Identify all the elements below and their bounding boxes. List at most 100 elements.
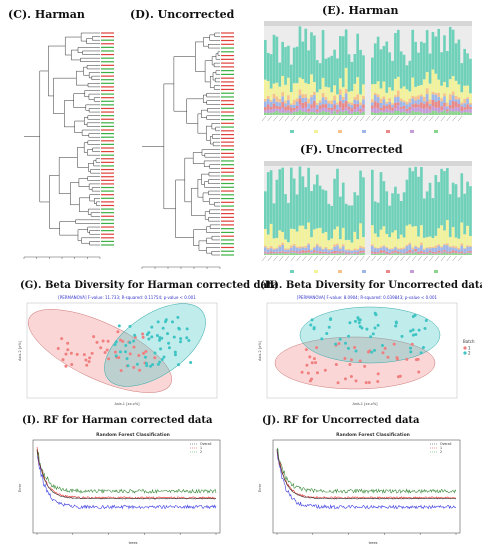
stacked-bar-segment (405, 225, 409, 245)
legend-label: Overall (440, 442, 452, 446)
stacked-bar-segment (304, 97, 308, 102)
stacked-bar-segment (446, 87, 449, 103)
stacked-bar-segment (266, 104, 270, 110)
stacked-bar-segment (272, 34, 276, 84)
stacked-bar-segment (414, 246, 417, 249)
stacked-bar-segment (321, 249, 325, 252)
scatter-point (358, 359, 362, 363)
scatter-point (310, 318, 314, 322)
stacked-bar-segment (301, 108, 305, 112)
scatter-point (179, 337, 183, 341)
stacked-bar-segment (272, 238, 276, 249)
scatter-point (338, 337, 342, 341)
stacked-bar-segment (463, 248, 466, 253)
legend-swatch (362, 270, 366, 273)
stacked-bar-segment (425, 253, 429, 255)
scatter-point (371, 332, 375, 336)
stacked-bar-segment (385, 108, 389, 113)
x-tick-label (319, 255, 324, 262)
stacked-bar-segment (289, 228, 293, 246)
x-tick-label (308, 115, 313, 122)
x-tick-label (388, 255, 394, 262)
x-tick-label (417, 255, 422, 262)
stacked-bar-segment (382, 181, 386, 227)
stacked-bar-segment (402, 102, 406, 106)
stacked-bar-segment (448, 94, 452, 100)
stacked-bar-segment (341, 252, 345, 254)
stacked-bar-segment (454, 246, 458, 249)
stacked-bar-segment (448, 237, 452, 247)
stacked-bar-segment (287, 95, 290, 101)
stacked-bar-segment (327, 100, 331, 104)
stacked-bar-segment (266, 95, 270, 100)
stacked-bar-segment (292, 99, 296, 105)
stacked-bar-segment (264, 110, 267, 113)
stacked-bar-segment (347, 252, 351, 254)
stacked-bar-segment (382, 245, 386, 247)
stacked-bar-segment (304, 28, 308, 83)
stacked-bar-segment (399, 252, 403, 254)
x-tick-label (406, 115, 411, 122)
stacked-bar-segment (469, 93, 472, 103)
stacked-bar-segment (431, 198, 435, 239)
stacked-bar-segment (362, 111, 365, 115)
stacked-bar-segment (457, 107, 461, 112)
stacked-bar-segment (405, 244, 409, 247)
stacked-bar-segment (292, 112, 296, 115)
scatter-point (161, 326, 165, 330)
stacked-bar-segment (434, 92, 438, 95)
stacked-bar-segment (420, 166, 423, 226)
stacked-bar-segment (336, 111, 339, 114)
stacked-bar-segment (327, 253, 331, 254)
stacked-bar-segment (417, 247, 420, 248)
stacked-bar-segment (371, 99, 374, 103)
stacked-bar-segment (278, 169, 282, 231)
stacked-bar-segment (313, 252, 316, 254)
stacked-bar-segment (434, 111, 438, 115)
stacked-bar-segment (347, 54, 351, 92)
stacked-bar-segment (437, 253, 441, 255)
rf-error-plot-j: Random Forest Classification trees Error… (258, 432, 461, 545)
scatter-point (147, 337, 151, 341)
stacked-bar-segment (440, 52, 443, 86)
stacked-bar-segment (333, 178, 336, 230)
x-tick-label (342, 115, 347, 122)
legend-swatch (290, 130, 294, 133)
legend-label: 1 (440, 446, 442, 450)
stacked-bar-segment (310, 250, 313, 253)
legend-swatch (434, 130, 438, 133)
stacked-bar-segment (454, 95, 458, 100)
stacked-bar-segment (466, 246, 469, 252)
stacked-bar-segment (443, 230, 446, 244)
stacked-bar-segment (446, 109, 449, 112)
stacked-bar-segment (460, 111, 464, 114)
stacked-bar-segment (440, 111, 443, 115)
stacked-bar-segment (434, 107, 438, 112)
stacked-bar-segment (356, 77, 359, 95)
stacked-bar-segment (399, 106, 403, 109)
scatter-point (107, 357, 111, 361)
x-tick-label (365, 255, 371, 262)
stacked-bar-segment (295, 252, 299, 254)
stacked-bar-segment (411, 252, 415, 254)
stacked-bar-segment (356, 239, 359, 249)
stacked-bar-segment (327, 103, 331, 108)
stacked-bar-segment (437, 100, 441, 108)
scatter-point (87, 360, 91, 364)
stacked-bar-segment (344, 203, 348, 241)
stacked-bar-segment (391, 251, 394, 253)
scatter-point (348, 363, 352, 367)
x-tick-label (371, 115, 376, 122)
confidence-ellipse-group-2 (104, 303, 206, 387)
x-tick-label (434, 255, 440, 262)
scatter-point (173, 353, 177, 357)
stacked-bar-segment (341, 182, 345, 228)
stacked-bar-segment (292, 178, 296, 230)
x-tick-label (452, 255, 457, 262)
stacked-bar-segment (411, 29, 415, 78)
stacked-bar-segment (431, 253, 435, 255)
stacked-bar-segment (307, 103, 310, 109)
stacked-bar-segment (396, 29, 400, 77)
stacked-bar-segment (330, 253, 334, 254)
x-tick-label (331, 115, 336, 122)
